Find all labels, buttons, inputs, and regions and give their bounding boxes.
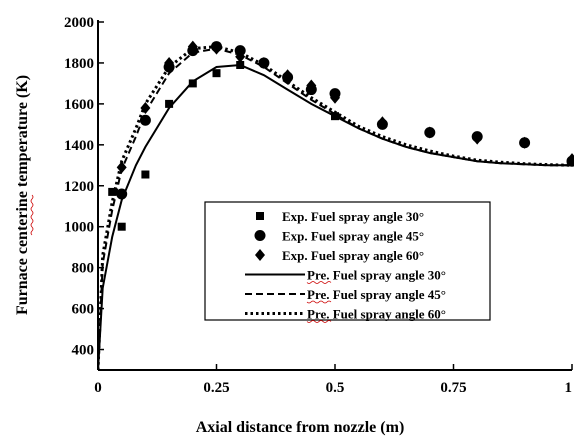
- legend-label: Exp. Fuel spray angle 30°: [282, 209, 424, 224]
- x-tick-label: 0: [94, 380, 102, 396]
- legend-square-marker: [256, 212, 264, 220]
- x-tick-label: 0.25: [203, 380, 229, 396]
- legend-circle-marker: [255, 230, 266, 241]
- legend-label: Pre. Fuel spray angle 60°: [307, 307, 446, 322]
- y-tick-label: 600: [72, 302, 95, 318]
- legend-label: Pre. Fuel spray angle 45°: [307, 287, 446, 302]
- legend-label: Exp. Fuel spray angle 45°: [282, 229, 424, 244]
- square-marker: [118, 223, 126, 231]
- y-tick-label: 1400: [64, 138, 94, 154]
- y-axis-title: Furnace centerine temperature (K): [14, 75, 31, 315]
- series-2: [116, 41, 574, 199]
- y-tick-label: 1000: [64, 220, 94, 236]
- legend-label: Pre. Fuel spray angle 30°: [307, 268, 446, 283]
- square-marker: [213, 69, 221, 77]
- legend: Exp. Fuel spray angle 30° Exp. Fuel spray…: [205, 202, 490, 323]
- y-tick-label: 1800: [64, 56, 94, 72]
- x-axis-title: Axial distance from nozzle (m): [196, 419, 405, 436]
- spellcheck-underline: [31, 195, 33, 235]
- x-tick-label: 0.75: [440, 380, 466, 396]
- y-tick-label: 2000: [64, 15, 94, 31]
- y-tick-label: 400: [72, 343, 95, 359]
- y-tick-label: 1200: [64, 179, 94, 195]
- legend-label: Exp. Fuel spray angle 60°: [282, 248, 424, 263]
- x-tick-label: 0.5: [326, 380, 345, 396]
- y-tick-label: 800: [72, 261, 95, 277]
- y-tick-label: 1600: [64, 97, 94, 113]
- x-tick-label: 1: [565, 380, 573, 396]
- square-marker: [141, 171, 149, 179]
